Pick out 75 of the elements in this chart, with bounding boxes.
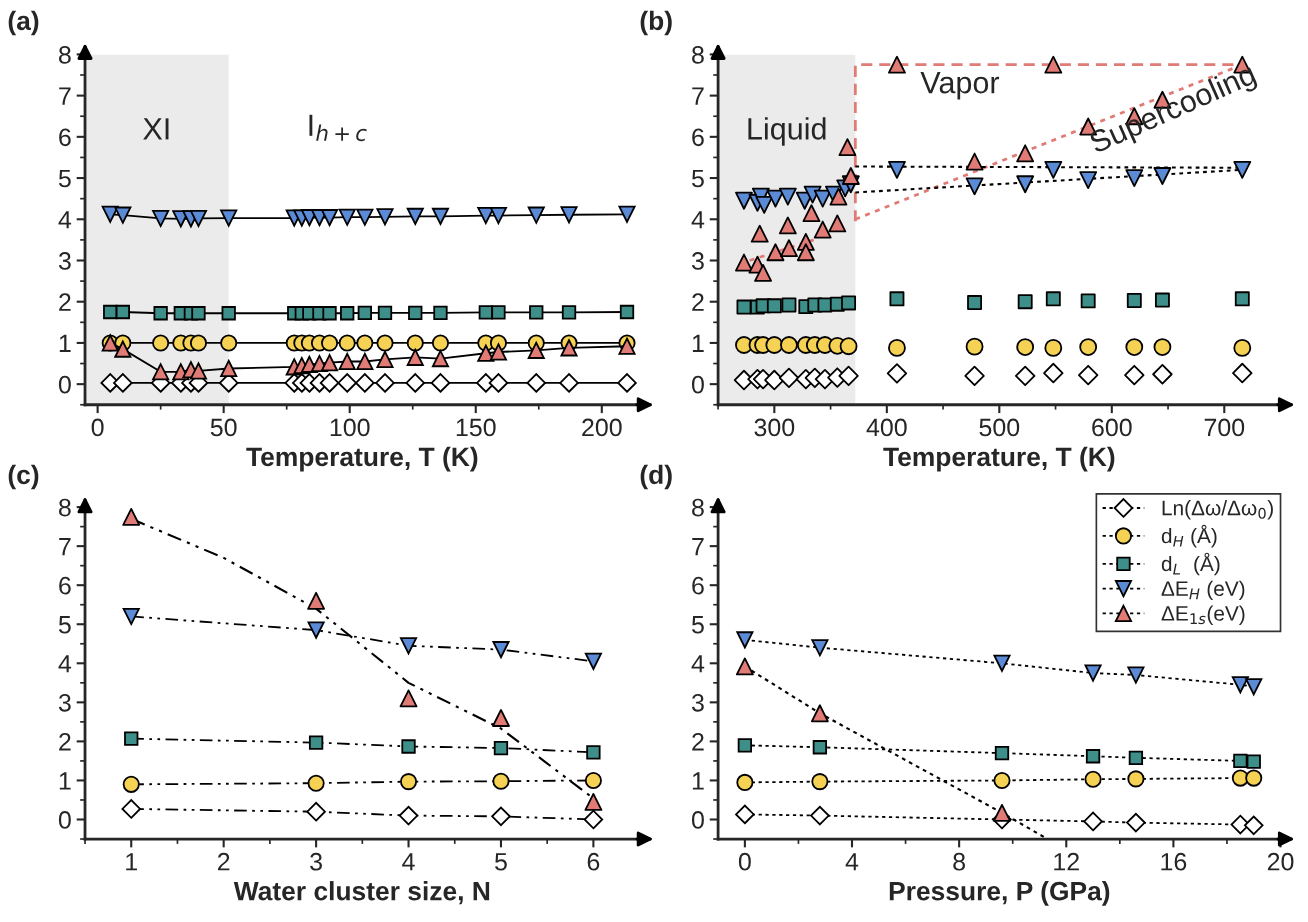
- y-tick-label: 5: [692, 616, 704, 634]
- x-tick-label: 400: [866, 418, 907, 437]
- legend-label: ΔE$_{H}$ (eV): [1161, 580, 1245, 601]
- band-label: XI: [143, 118, 169, 140]
- y-tick-label: 7: [59, 538, 71, 556]
- chart-title: (b): [640, 10, 672, 36]
- legend-label: d$_{H}$ (Å): [1161, 524, 1217, 548]
- x-tick-label: 50: [210, 418, 237, 437]
- y-tick-label: 7: [692, 538, 704, 556]
- x-axis-title: Pressure, P (GPa): [889, 881, 1110, 906]
- x-tick-label: 700: [1204, 418, 1245, 437]
- annotation: Vapor: [920, 72, 1000, 100]
- y-tick-label: 2: [59, 293, 71, 311]
- legend-label: d$_{L}$ (Å): [1161, 552, 1220, 576]
- x-tick-label: 500: [979, 418, 1020, 437]
- chart-title: (c): [8, 464, 39, 490]
- y-tick-label: 6: [59, 576, 71, 595]
- y-tick-label: 0: [691, 375, 704, 394]
- x-tick-label: 200: [582, 418, 622, 437]
- legend-label: Ln(Δω/Δω$_{0}$): [1162, 500, 1273, 520]
- y-tick-label: 0: [58, 811, 71, 829]
- y-tick-label: 3: [691, 693, 704, 712]
- y-tick-label: 2: [59, 733, 71, 751]
- y-tick-label: 4: [58, 655, 72, 673]
- y-tick-label: 1: [692, 772, 704, 790]
- x-tick-label: 4: [402, 853, 415, 871]
- x-tick-label: 12: [1054, 852, 1079, 871]
- y-tick-label: 4: [691, 655, 705, 673]
- x-tick-label: 600: [1092, 418, 1132, 437]
- y-tick-label: 6: [692, 576, 704, 595]
- y-tick-label: 2: [692, 733, 704, 751]
- y-tick-label: 1: [692, 334, 704, 352]
- x-tick-label: 5: [495, 853, 507, 871]
- y-tick-label: 0: [58, 375, 71, 394]
- y-tick-label: 6: [59, 128, 71, 147]
- x-axis-title: Water cluster size, N: [233, 881, 490, 905]
- x-tick-label: 0: [738, 852, 751, 871]
- x-tick-label: 100: [330, 418, 370, 437]
- y-tick-label: 1: [59, 334, 71, 352]
- y-tick-label: 5: [58, 616, 71, 634]
- x-tick-label: 0: [91, 418, 104, 437]
- y-tick-label: 5: [692, 169, 704, 188]
- y-tick-label: 4: [58, 211, 72, 229]
- x-tick-label: 8: [953, 852, 965, 871]
- y-tick-label: 3: [58, 693, 71, 712]
- y-tick-label: 7: [59, 87, 71, 105]
- y-tick-label: 3: [58, 252, 71, 270]
- x-tick-label: 2: [217, 852, 230, 871]
- y-tick-label: 7: [692, 87, 704, 105]
- y-tick-label: 8: [692, 498, 704, 517]
- y-tick-label: 8: [59, 46, 71, 64]
- y-tick-label: 4: [691, 211, 705, 229]
- x-tick-label: 150: [456, 418, 496, 437]
- y-tick-label: 1: [59, 772, 71, 790]
- chart-title: (d): [640, 464, 672, 490]
- legend-label: ΔE$_{1s}$(eV): [1161, 605, 1245, 625]
- x-tick-label: 20: [1267, 852, 1294, 871]
- x-tick-label: 4: [845, 853, 859, 871]
- x-tick-label: 6: [587, 852, 600, 871]
- x-axis-title: Temperature, T (K): [246, 446, 478, 472]
- y-tick-label: 6: [692, 128, 704, 147]
- chart-title: (a): [8, 10, 39, 36]
- y-tick-label: 2: [692, 293, 704, 311]
- y-tick-label: 8: [59, 498, 71, 517]
- x-tick-label: 300: [754, 418, 795, 437]
- y-tick-label: 5: [58, 169, 71, 188]
- x-tick-label: 3: [310, 852, 322, 871]
- y-tick-label: 0: [691, 811, 704, 829]
- annotation: I$_{h+c}$: [309, 114, 367, 142]
- x-tick-label: 1: [126, 853, 137, 871]
- x-tick-label: 16: [1161, 852, 1187, 871]
- y-tick-label: 8: [692, 46, 704, 64]
- y-tick-label: 3: [691, 252, 704, 270]
- band-label: Liquid: [748, 117, 826, 146]
- x-axis-title: Temperature, T (K): [883, 446, 1115, 472]
